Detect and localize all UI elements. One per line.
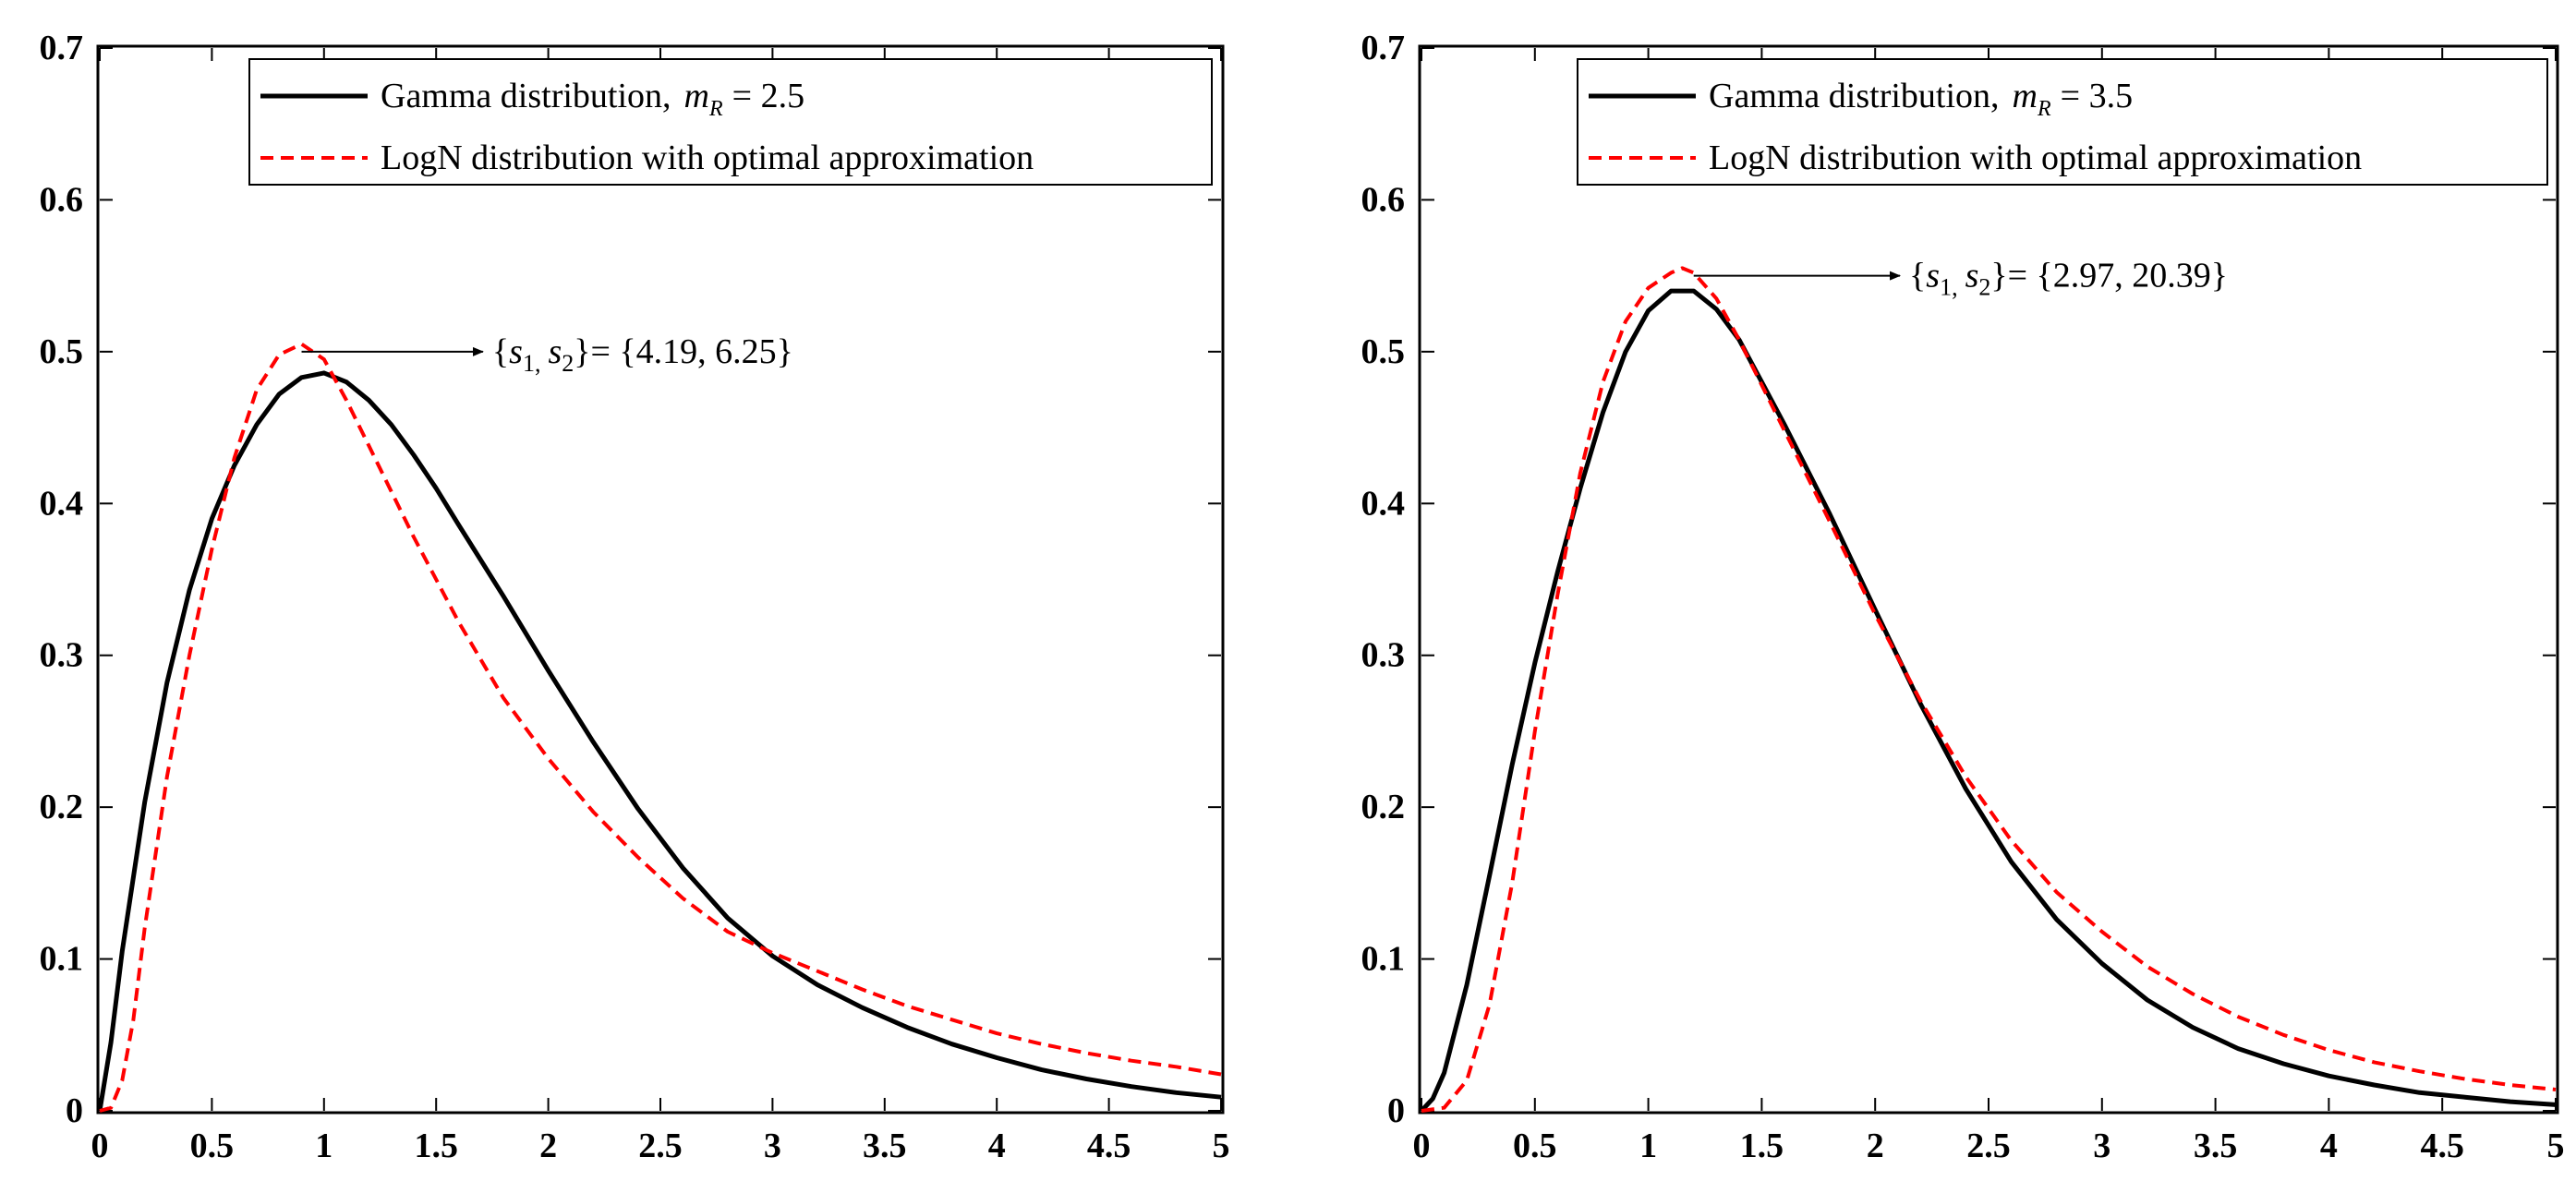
legend-box (248, 58, 1213, 186)
y-tick-label: 0 (66, 1091, 83, 1130)
chart-panel-right: 0 0.1 0.2 0.3 0.4 0.5 0.6 0.7 0 0.5 1 1.5 2 2.5 3 3.5 4… (1361, 29, 2565, 1165)
chart-panel-left: 0 0.1 0.2 0.3 0.4 0.5 0.6 0.7 0 0.5 1 1.5 2 2.5 3 3.5 4… (40, 29, 1230, 1165)
legend-entry-gamma: Gamma distribution, mR = 2.5 (381, 77, 804, 121)
y-tick-label: 0.6 (1361, 180, 1406, 219)
y-tick-label: 0.1 (40, 940, 84, 979)
legend: Gamma distribution, mR = 3.5 LogN distribu… (1577, 58, 2548, 186)
x-tick-label: 1 (315, 1127, 333, 1165)
x-axis-ticks: 0 0.5 1 1.5 2 2.5 3 3.5 4 4.5 5 (91, 48, 1230, 1165)
x-tick-label: 3 (2093, 1127, 2110, 1165)
x-tick-label: 3.5 (2194, 1127, 2238, 1165)
plot-frame (96, 44, 1225, 1115)
x-tick-label: 0.5 (190, 1127, 235, 1165)
y-axis-ticks: 0 0.1 0.2 0.3 0.4 0.5 0.6 0.7 (1361, 29, 2556, 1130)
x-tick-label: 4 (988, 1127, 1006, 1165)
series-line-logn (1421, 266, 2557, 1113)
series-line-gamma (97, 370, 1222, 1112)
x-tick-label: 3.5 (863, 1127, 907, 1165)
y-axis-ticks: 0 0.1 0.2 0.3 0.4 0.5 0.6 0.7 (40, 29, 1221, 1130)
y-tick-label: 0.4 (40, 484, 84, 523)
x-tick-label: 1 (1639, 1127, 1657, 1165)
legend-box (1577, 58, 2548, 186)
annotation: {s1, s2}= {4.19, 6.25} (301, 332, 793, 377)
y-tick-label: 0 (1387, 1091, 1405, 1130)
y-tick-label: 0.5 (1361, 332, 1406, 371)
x-tick-label: 5 (2547, 1127, 2565, 1165)
y-tick-label: 0.4 (1361, 484, 1406, 523)
y-tick-label: 0.2 (1361, 788, 1406, 826)
y-tick-label: 0.2 (40, 788, 84, 826)
x-tick-label: 0 (1413, 1127, 1431, 1165)
x-tick-label: 2 (539, 1127, 557, 1165)
x-tick-label: 1.5 (1740, 1127, 1784, 1165)
x-tick-label: 5 (1213, 1127, 1230, 1165)
annotation-text: {s1, s2}= {4.19, 6.25} (492, 332, 793, 377)
annotation: {s1, s2}= {2.97, 20.39} (1693, 257, 2228, 301)
y-tick-label: 0.3 (1361, 636, 1406, 675)
series-layer (1420, 266, 2557, 1113)
y-tick-label: 0.7 (1361, 29, 1406, 67)
y-tick-label: 0.3 (40, 636, 84, 675)
plot-frame (1418, 44, 2559, 1115)
y-tick-label: 0.7 (40, 29, 84, 67)
x-tick-label: 0 (91, 1127, 109, 1165)
x-tick-label: 3 (764, 1127, 781, 1165)
y-tick-label: 0.5 (40, 332, 84, 371)
x-tick-label: 2 (1867, 1127, 1884, 1165)
x-tick-label: 0.5 (1513, 1127, 1557, 1165)
x-axis-ticks: 0 0.5 1 1.5 2 2.5 3 3.5 4 4.5 5 (1413, 48, 2565, 1165)
y-tick-label: 0.6 (40, 180, 84, 219)
series-line-logn (99, 342, 1222, 1113)
legend-entry-logn: LogN distribution with optimal approxima… (1709, 139, 2362, 177)
legend-entry-gamma: Gamma distribution, mR = 3.5 (1709, 77, 2133, 121)
annotation-text: {s1, s2}= {2.97, 20.39} (1909, 257, 2228, 301)
x-tick-label: 2.5 (1966, 1127, 2011, 1165)
x-tick-label: 4 (2320, 1127, 2338, 1165)
x-tick-label: 2.5 (638, 1127, 683, 1165)
series-layer (97, 342, 1222, 1113)
x-tick-label: 4.5 (2420, 1127, 2464, 1165)
x-tick-label: 4.5 (1087, 1127, 1131, 1165)
y-tick-label: 0.1 (1361, 940, 1406, 979)
series-line-gamma (1420, 288, 2557, 1113)
x-tick-label: 1.5 (414, 1127, 458, 1165)
legend: Gamma distribution, mR = 2.5 LogN distribu… (248, 58, 1213, 186)
legend-entry-logn: LogN distribution with optimal approxima… (381, 139, 1034, 177)
